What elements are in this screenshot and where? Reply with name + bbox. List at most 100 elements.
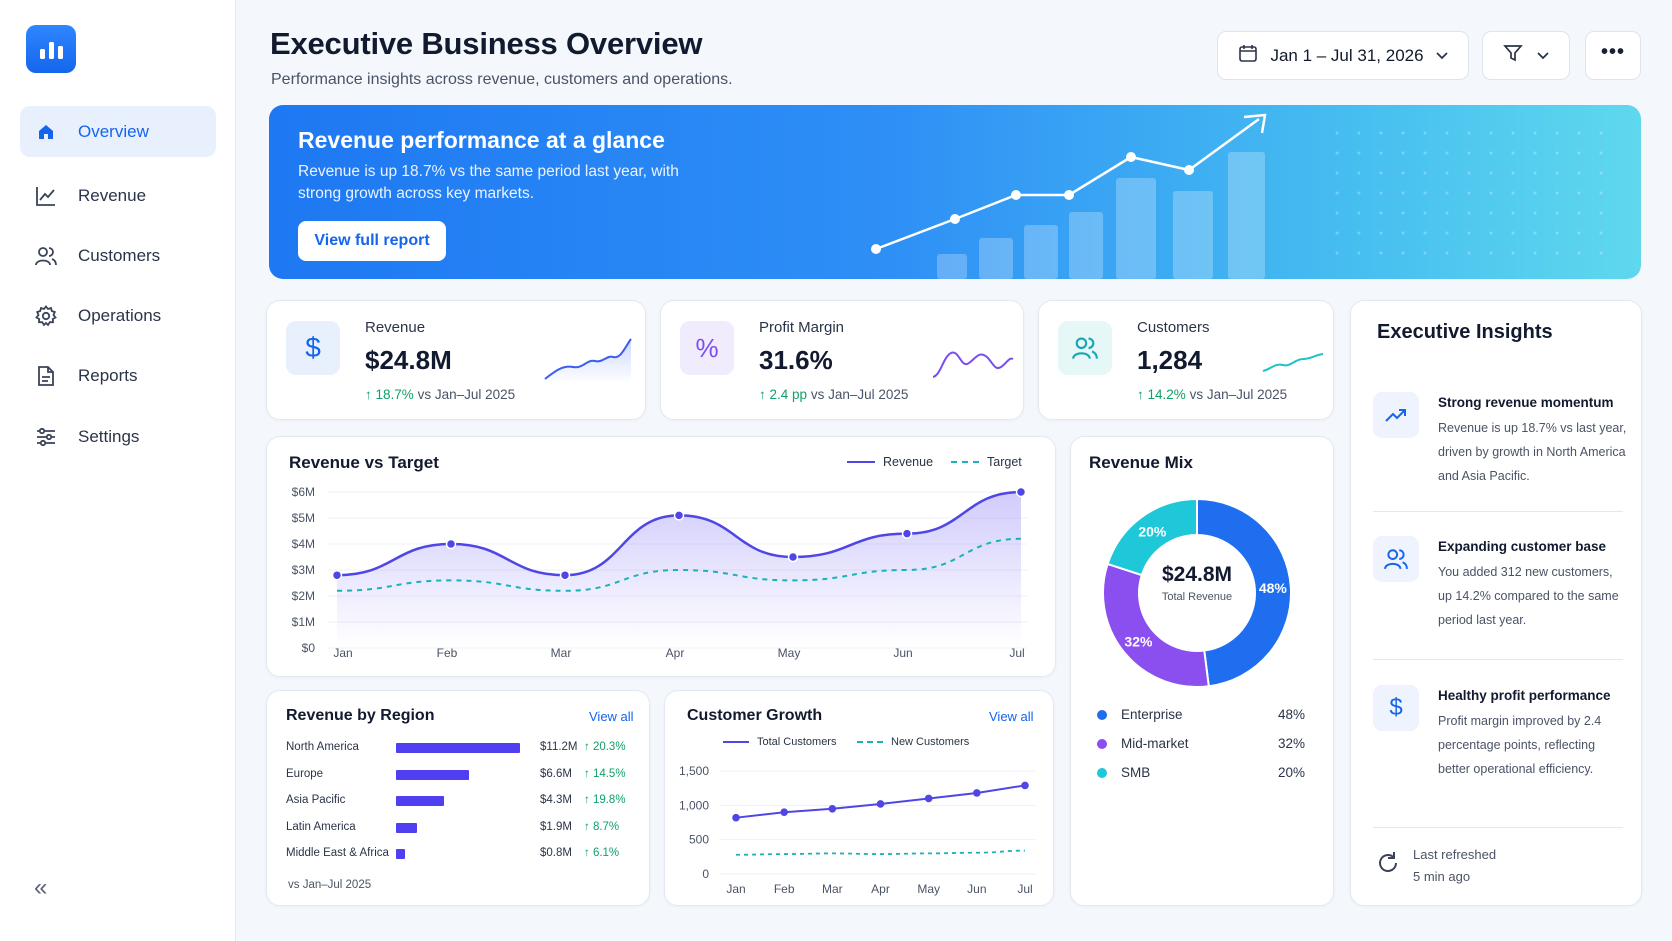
date-range-picker[interactable]: Jan 1 – Jul 31, 2026	[1217, 31, 1469, 80]
region-row[interactable]: North America $11.2M ↑ 20.3%	[286, 738, 626, 758]
sidebar-item-overview[interactable]: Overview	[20, 106, 216, 157]
page-title: Executive Business Overview	[270, 26, 703, 61]
x-tick-label: Mar	[551, 646, 572, 660]
insight-text: You added 312 new customers, up 14.2% co…	[1438, 565, 1619, 627]
y-tick-label: 500	[689, 833, 709, 847]
region-delta: ↑ 19.8%	[584, 794, 626, 806]
kpi-delta: ↑ 2.4 pp vs Jan–Jul 2025	[759, 387, 909, 402]
y-tick-label: $1M	[292, 615, 315, 629]
revenue-point	[673, 510, 685, 521]
chevron-down-icon	[1537, 47, 1549, 65]
y-tick-label: 1,500	[679, 764, 709, 778]
sidebar-item-label: Operations	[78, 305, 162, 325]
insights-title: Executive Insights	[1377, 321, 1553, 343]
sidebar-item-label: Reports	[78, 365, 138, 385]
logo-bar-chart-icon[interactable]	[26, 25, 76, 73]
revenue-sparkline	[544, 338, 632, 383]
donut-slice	[1102, 562, 1210, 688]
filter-button[interactable]	[1482, 31, 1570, 80]
x-tick-label: Mar	[822, 882, 843, 896]
trend-up-icon	[1373, 392, 1419, 438]
revenue-mix-card: Revenue Mix 48% 32% 20% $24.8M Total Reven…	[1070, 436, 1334, 906]
insight-title: Healthy profit performance	[1438, 688, 1611, 703]
region-footnote: vs Jan–Jul 2025	[288, 879, 372, 891]
x-tick-label: May	[778, 646, 801, 660]
date-range-label: Jan 1 – Jul 31, 2026	[1270, 45, 1424, 65]
hero-trend-points	[871, 152, 1194, 254]
revenue-vs-target-plot: $6M $5M $4M $3M $2M $1M $0 Jan Feb Mar Apr May Jun Ju…	[292, 485, 1027, 660]
x-tick-label: Jun	[893, 646, 912, 660]
kpi-card-profit-margin[interactable]: % Profit Margin 31.6% ↑ 2.4 pp vs Jan–Ju…	[660, 300, 1024, 420]
legend-total-customers: Total Customers	[723, 736, 836, 748]
sidebar-item-customers[interactable]: Customers	[20, 230, 216, 281]
region-name: Europe	[286, 767, 324, 780]
revenue-point	[787, 551, 799, 563]
more-horizontal-icon: •••	[1600, 41, 1625, 63]
region-value: $4.3M	[540, 794, 572, 806]
sidebar-item-reports[interactable]: Reports	[20, 350, 216, 401]
donut-center-label: Total Revenue	[1161, 591, 1233, 603]
kpi-value: 1,284	[1137, 345, 1203, 375]
x-tick-label: Jun	[967, 882, 986, 896]
collapse-sidebar-icon[interactable]: «	[34, 874, 48, 901]
insight-title: Expanding customer base	[1438, 539, 1607, 554]
chart-title: Customer Growth	[687, 707, 823, 724]
divider	[1373, 511, 1623, 512]
view-full-report-button[interactable]: View full report	[298, 221, 446, 261]
x-tick-label: Jan	[333, 646, 352, 660]
revenue-point	[559, 569, 571, 581]
donut-slice-label: 48%	[1259, 580, 1288, 596]
kpi-value: 31.6%	[759, 345, 833, 375]
kpi-value: $24.8M	[365, 345, 452, 375]
more-options-button[interactable]: •••	[1585, 31, 1641, 80]
view-all-link[interactable]: View all	[989, 709, 1034, 724]
donut-center-value: $24.8M	[1161, 563, 1233, 586]
revenue-point	[331, 569, 343, 581]
total-customers-point	[780, 808, 788, 816]
region-row[interactable]: Latin America $1.9M ↑ 8.7%	[286, 818, 626, 838]
donut-slice-label: 32%	[1124, 633, 1153, 649]
total-customers-point	[1021, 781, 1029, 790]
y-tick-label: $4M	[292, 537, 315, 551]
kpi-card-customers[interactable]: Customers 1,284 ↑ 14.2% vs Jan–Jul 2025	[1038, 300, 1334, 420]
x-tick-label: Feb	[437, 646, 458, 660]
divider	[1373, 827, 1623, 828]
sidebar-item-operations[interactable]: Operations	[20, 290, 216, 341]
profit-margin-sparkline	[932, 351, 1014, 378]
chevron-down-icon	[1435, 47, 1448, 65]
sidebar-item-label: Overview	[78, 121, 149, 141]
x-tick-label: Feb	[774, 882, 795, 896]
region-row[interactable]: Middle East & Africa $0.8M ↑ 6.1%	[286, 844, 626, 864]
refresh-icon[interactable]	[1375, 850, 1401, 881]
region-row[interactable]: Europe $6.6M ↑ 14.5%	[286, 765, 626, 785]
legend-new-customers: New Customers	[857, 736, 969, 748]
legend-revenue: Revenue	[847, 455, 933, 469]
total-customers-point	[924, 794, 933, 803]
kpi-label: Profit Margin	[759, 319, 845, 336]
hero-illustration	[871, 113, 1603, 279]
region-bar	[396, 822, 418, 833]
region-value: $6.6M	[540, 767, 572, 780]
view-all-link[interactable]: View all	[589, 709, 634, 724]
kpi-delta: ↑ 18.7% vs Jan–Jul 2025	[365, 387, 516, 402]
customer-growth-card: Customer Growth View all Total Customers…	[664, 690, 1054, 906]
region-bar	[396, 849, 405, 859]
sidebar-item-revenue[interactable]: Revenue	[20, 170, 216, 221]
x-tick-label: Apr	[666, 646, 685, 660]
region-value: $1.9M	[540, 820, 572, 833]
sidebar: Overview Revenue Customers Operations Re…	[0, 0, 236, 941]
kpi-delta: ↑ 14.2% vs Jan–Jul 2025	[1137, 387, 1288, 402]
chart-title: Revenue Mix	[1089, 453, 1193, 472]
total-customers-point	[876, 800, 885, 808]
sidebar-item-settings[interactable]: Settings	[20, 411, 216, 462]
region-row[interactable]: Asia Pacific $4.3M ↑ 19.8%	[286, 791, 626, 811]
users-icon	[34, 244, 58, 268]
kpi-card-revenue[interactable]: $ Revenue $24.8M ↑ 18.7% vs Jan–Jul 2025	[266, 300, 646, 420]
region-name: Latin America	[286, 820, 356, 833]
users-icon	[1373, 536, 1419, 582]
divider	[1373, 659, 1623, 660]
chart-title: Revenue vs Target	[289, 453, 439, 472]
total-customers-point	[828, 804, 837, 813]
revenue-point	[1015, 486, 1027, 498]
y-tick-label: 1,000	[679, 798, 709, 812]
